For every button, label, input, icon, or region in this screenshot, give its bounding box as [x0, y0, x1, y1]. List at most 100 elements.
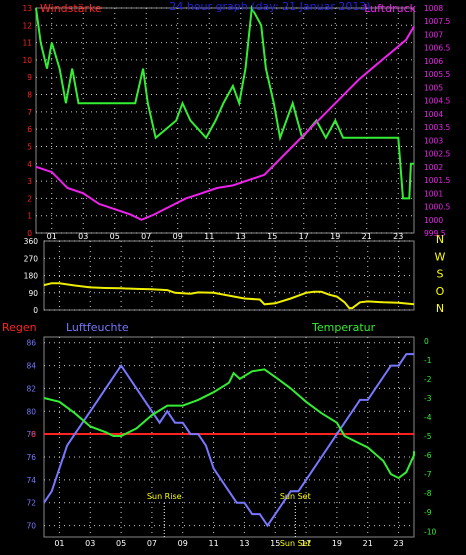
temperature-tick-label: -4 — [424, 413, 432, 422]
y-tick-label: 1006.5 — [424, 44, 450, 53]
panel1-title-right: Luftdruck — [364, 2, 416, 15]
temperature-tick-label: -7 — [424, 470, 432, 479]
temperature-tick-label: -1 — [424, 356, 432, 365]
y-tick-label: 0 — [33, 306, 38, 315]
y-tick-label: 1002 — [424, 163, 443, 172]
x-tick-label: 11 — [208, 539, 218, 548]
humidity-tick-label: 84 — [26, 362, 36, 371]
x-tick-label: 23 — [393, 539, 403, 548]
x-tick-label: 21 — [362, 232, 372, 241]
y-tick-label: 9 — [27, 73, 32, 82]
y-tick-label: 13 — [22, 4, 32, 13]
compass-letter: S — [437, 268, 444, 281]
rain-zero-tick: 0 — [31, 430, 36, 439]
x-tick-label: 15 — [270, 539, 280, 548]
humidity-tick-label: 70 — [26, 522, 36, 531]
x-tick-label: 21 — [363, 539, 373, 548]
temperature-tick-label: -8 — [424, 489, 432, 498]
compass-letter: O — [436, 285, 445, 298]
x-tick-label: 09 — [173, 232, 183, 241]
x-tick-label: 23 — [393, 232, 403, 241]
y-tick-label: 1005.5 — [424, 70, 450, 79]
y-tick-label: 1001.5 — [424, 176, 450, 185]
sunset-label: Sun Set — [280, 492, 311, 501]
panel3-x-ticks: 01 03 05 07 09 11 13 15 17 19 21 23 — [54, 539, 403, 548]
x-tick-label: 13 — [236, 232, 246, 241]
x-tick-label: 03 — [85, 539, 95, 548]
compass-letter: N — [436, 302, 444, 315]
y-tick-label: 1006 — [424, 57, 443, 66]
temperature-tick-label: -10 — [424, 527, 436, 536]
y-tick-label: 1000 — [424, 216, 443, 225]
x-tick-label: 09 — [178, 539, 188, 548]
x-tick-label: 17 — [301, 539, 311, 548]
y-tick-label: 999.5 — [424, 229, 446, 238]
temperature-label: Temperatur — [311, 321, 376, 334]
y-tick-label: 5 — [27, 142, 32, 151]
humidity-tick-label: 78 — [26, 430, 36, 439]
x-tick-label: 15 — [267, 232, 277, 241]
x-tick-label: 19 — [332, 539, 342, 548]
panel2-grid — [44, 240, 414, 311]
panel-humidity-temperature: 86 84 82 80 78 76 74 72 70 0 -1 -2 -3 -4 -5 -6 -7 -8 -9 -1… — [2, 321, 436, 548]
x-tick-label: 05 — [116, 539, 126, 548]
y-tick-label: 4 — [27, 160, 32, 169]
x-tick-label: 17 — [299, 232, 309, 241]
y-tick-label: 1 — [27, 212, 32, 221]
sunset-axis-label: Sun Set — [280, 539, 311, 548]
humidity-line — [43, 353, 414, 528]
y-tick-label: 1001 — [424, 189, 443, 198]
y-tick-label: 3 — [27, 177, 32, 186]
y-tick-label: 1008 — [424, 4, 443, 13]
y-tick-label: 6 — [27, 125, 32, 134]
panel2-y-ticks: 360 270 180 90 0 — [24, 237, 39, 315]
panel1-title-center: 24 hour graph (day: 21 Januar 2013) — [169, 0, 370, 13]
y-tick-label: 270 — [24, 254, 39, 263]
humidity-tick-label: 76 — [26, 453, 36, 462]
y-tick-label: 180 — [24, 272, 39, 281]
x-tick-label: 07 — [141, 232, 151, 241]
temperature-tick-label: -6 — [424, 451, 432, 460]
temperature-line — [43, 368, 415, 480]
temperature-tick-label: -5 — [424, 432, 432, 441]
y-tick-label: 1005 — [424, 83, 443, 92]
panel1-right-ticks: 1008 1007.5 1007 1006.5 1006 1005.5 1005 1004.5… — [424, 4, 450, 238]
humidity-tick-label: 80 — [26, 407, 36, 416]
panel1-x-ticks: 01 03 05 07 09 11 13 15 17 19 21 23 — [47, 232, 404, 241]
x-tick-label: 07 — [147, 539, 157, 548]
sunrise-label: Sun Rise — [147, 492, 182, 501]
humidity-tick-label: 74 — [26, 476, 36, 485]
panel1-title-left: Windstärke — [40, 2, 102, 15]
x-tick-label: 03 — [78, 232, 88, 241]
panel3-left-ticks: 86 84 82 80 78 76 74 72 70 — [26, 339, 36, 531]
panel1-grid — [36, 7, 414, 234]
wind-speed-line — [35, 4, 414, 200]
y-tick-label: 1002.5 — [424, 150, 450, 159]
humidity-tick-label: 82 — [26, 384, 36, 393]
humidity-tick-label: 72 — [26, 499, 36, 508]
pressure-line — [35, 25, 415, 221]
x-tick-label: 01 — [47, 232, 57, 241]
y-tick-label: 1003.5 — [424, 123, 450, 132]
y-tick-label: 10 — [22, 56, 32, 65]
y-tick-label: 1007.5 — [424, 17, 450, 26]
y-tick-label: 11 — [22, 39, 32, 48]
panel3-grid — [44, 337, 414, 537]
x-tick-label: 13 — [239, 539, 249, 548]
x-tick-label: 01 — [54, 539, 64, 548]
y-tick-label: 8 — [27, 91, 32, 100]
y-tick-label: 1000.5 — [424, 203, 450, 212]
x-tick-label: 05 — [110, 232, 120, 241]
y-tick-label: 0 — [27, 229, 32, 238]
temperature-tick-label: -2 — [424, 375, 432, 384]
y-tick-label: 360 — [24, 237, 39, 246]
panel3-right-ticks: 0 -1 -2 -3 -4 -5 -6 -7 -8 -9 -10 — [424, 337, 436, 536]
compass-letter: N — [436, 233, 444, 246]
humidity-tick-label: 86 — [26, 339, 36, 348]
temperature-tick-label: -3 — [424, 394, 432, 403]
wind-direction-line — [43, 282, 415, 310]
compass-letter: W — [435, 250, 446, 263]
